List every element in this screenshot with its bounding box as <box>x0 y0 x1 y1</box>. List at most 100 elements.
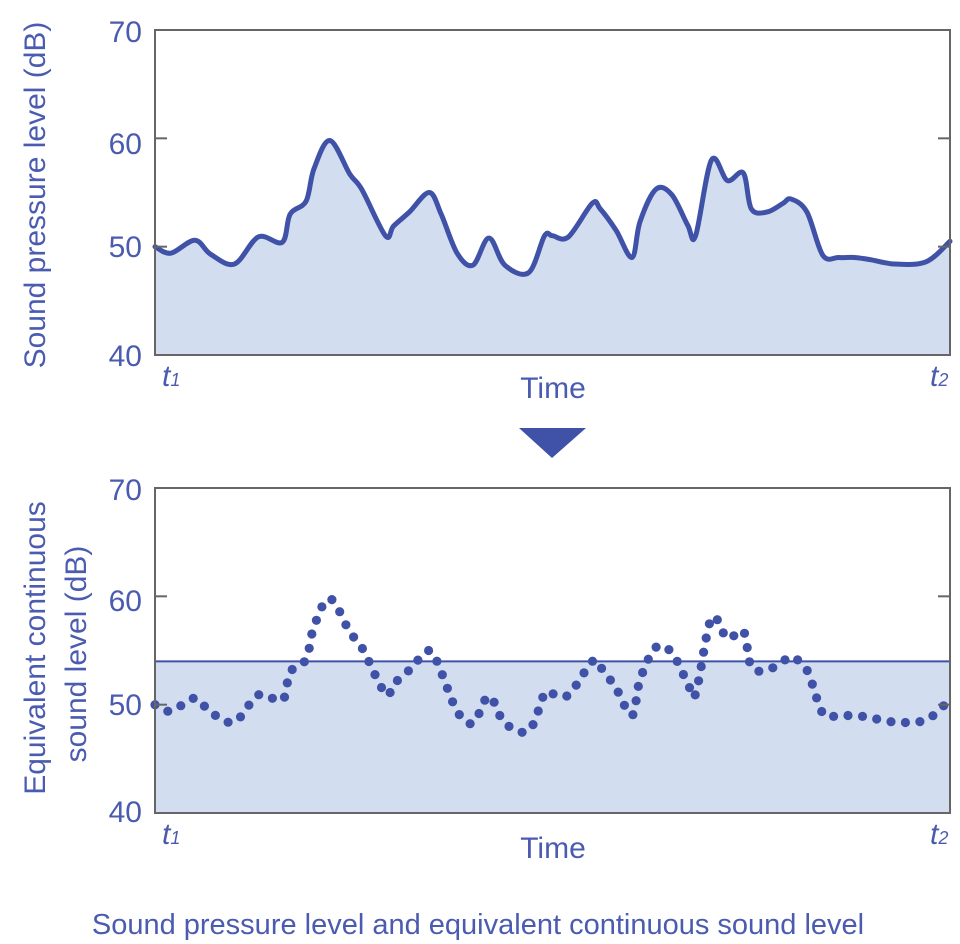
dot-mark-38 <box>474 708 484 719</box>
dot-mark-89 <box>872 714 882 724</box>
dot-mark-85 <box>817 706 827 717</box>
dot-mark-30 <box>413 655 423 665</box>
bottom-x-axis-label: Time <box>520 832 586 865</box>
dot-mark-56 <box>628 710 638 720</box>
bottom-x-start-label: t1 <box>162 818 180 851</box>
dot-mark-16 <box>307 629 317 639</box>
dot-mark-76 <box>742 642 752 653</box>
dot-mark-79 <box>768 663 778 673</box>
down-arrow-icon <box>519 428 586 458</box>
dot-mark-75 <box>739 628 750 638</box>
top-y-axis-label: Sound pressure level (dB) <box>19 22 52 369</box>
dot-mark-51 <box>587 656 598 666</box>
dot-mark-90 <box>886 717 896 727</box>
dot-mark-43 <box>517 727 527 737</box>
bottom-y-axis-label-line1: Equivalent continuous <box>19 501 52 795</box>
dot-mark-4 <box>199 701 209 711</box>
dot-mark-33 <box>437 670 447 680</box>
dot-mark-94 <box>939 701 949 711</box>
dot-mark-70 <box>701 633 711 643</box>
dot-mark-24 <box>364 656 374 667</box>
top-ytick-label-60: 60 <box>109 128 142 161</box>
dot-mark-5 <box>210 710 220 721</box>
bottom-y-axis-label-line2: sound level (dB) <box>60 546 93 763</box>
dot-mark-20 <box>335 607 345 617</box>
dot-mark-93 <box>928 711 938 721</box>
dot-mark-1 <box>163 706 173 716</box>
dot-mark-29 <box>403 666 413 676</box>
top-x-axis-label: Time <box>520 372 586 405</box>
dot-mark-27 <box>385 687 395 698</box>
dot-mark-64 <box>678 669 689 680</box>
dot-mark-92 <box>915 717 925 727</box>
dot-mark-21 <box>341 620 351 630</box>
dot-mark-23 <box>357 643 367 654</box>
dot-mark-88 <box>857 711 868 722</box>
dot-mark-74 <box>729 631 739 641</box>
dot-mark-50 <box>579 668 589 678</box>
dot-mark-71 <box>704 619 715 629</box>
dot-mark-80 <box>780 655 790 665</box>
dot-mark-10 <box>267 693 277 703</box>
dot-mark-19 <box>327 595 337 605</box>
top-area-fill <box>155 140 950 355</box>
dot-mark-83 <box>807 679 817 689</box>
dot-mark-17 <box>311 615 321 625</box>
dot-mark-46 <box>538 692 548 702</box>
dot-mark-60 <box>643 654 653 664</box>
top-ytick-label-50: 50 <box>109 231 142 264</box>
bottom-ytick-label-60: 60 <box>109 585 142 618</box>
dot-mark-78 <box>754 666 764 676</box>
dot-mark-69 <box>699 647 709 657</box>
bottom-chart: 70 60 50 40 Equivalent continuous sound … <box>19 474 951 865</box>
top-x-end-label: t2 <box>930 360 948 393</box>
dot-mark-40 <box>489 697 499 707</box>
dot-mark-57 <box>631 696 641 706</box>
dot-mark-18 <box>317 602 327 612</box>
dot-mark-41 <box>495 710 505 721</box>
dot-mark-72 <box>712 615 722 625</box>
top-chart: 70 60 50 40 Sound pressure level (dB) Ti… <box>19 16 953 405</box>
dot-mark-63 <box>672 656 682 667</box>
dot-mark-32 <box>432 656 442 666</box>
bottom-ytick-label-40: 40 <box>109 796 142 829</box>
dot-mark-44 <box>528 720 538 730</box>
dot-mark-84 <box>812 693 822 703</box>
dot-mark-49 <box>571 680 581 690</box>
dot-mark-6 <box>223 717 233 727</box>
bottom-area-fill <box>155 661 950 813</box>
dot-mark-73 <box>718 628 728 638</box>
dot-mark-65 <box>684 683 695 693</box>
dot-mark-58 <box>633 681 643 692</box>
dot-mark-53 <box>605 675 616 685</box>
figure-caption: Sound pressure level and equivalent cont… <box>92 909 864 941</box>
dot-mark-87 <box>843 710 853 721</box>
top-x-start-label: t1 <box>162 360 180 393</box>
dot-mark-82 <box>802 665 812 676</box>
dot-mark-26 <box>376 682 387 693</box>
dot-mark-14 <box>299 657 309 667</box>
bottom-ytick-label-70: 70 <box>109 474 142 507</box>
top-plot-frame <box>154 29 951 356</box>
dot-mark-77 <box>744 657 755 667</box>
top-series-line <box>152 138 953 277</box>
dot-mark-55 <box>619 700 630 710</box>
bottom-x-end-label: t2 <box>930 818 948 851</box>
dot-mark-22 <box>349 632 359 642</box>
dot-mark-45 <box>533 706 543 716</box>
dot-mark-12 <box>282 678 292 688</box>
dot-mark-42 <box>504 721 514 732</box>
dot-mark-48 <box>562 691 572 701</box>
dot-mark-2 <box>176 701 186 711</box>
top-ytick-label-40: 40 <box>109 340 142 373</box>
top-y-ticks <box>155 29 950 356</box>
dot-mark-68 <box>696 661 706 672</box>
dot-mark-86 <box>829 711 839 722</box>
dot-mark-59 <box>638 667 648 678</box>
dot-mark-37 <box>465 719 475 729</box>
dot-mark-28 <box>392 675 402 686</box>
dot-mark-25 <box>370 670 380 680</box>
dot-mark-52 <box>597 663 607 674</box>
dot-mark-31 <box>424 645 434 656</box>
